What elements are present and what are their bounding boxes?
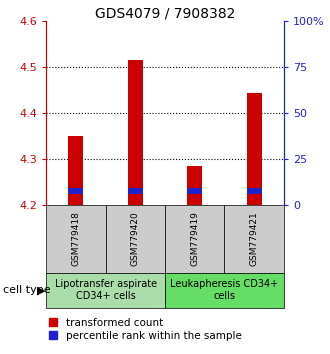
Bar [69, 188, 83, 194]
Text: Leukapheresis CD34+
cells: Leukapheresis CD34+ cells [170, 279, 279, 302]
Bar [128, 61, 143, 205]
Bar [128, 188, 143, 194]
Text: Lipotransfer aspirate
CD34+ cells: Lipotransfer aspirate CD34+ cells [54, 279, 157, 302]
Text: GSM779421: GSM779421 [249, 212, 259, 266]
Bar [247, 188, 262, 194]
Legend: transformed count, percentile rank within the sample: transformed count, percentile rank withi… [45, 314, 246, 345]
Bar [187, 166, 202, 205]
Text: cell type: cell type [3, 285, 51, 295]
Bar [69, 136, 83, 205]
Text: GSM779419: GSM779419 [190, 211, 199, 267]
Text: GSM779418: GSM779418 [71, 211, 81, 267]
Bar [187, 188, 202, 194]
Text: GSM779420: GSM779420 [131, 212, 140, 266]
Title: GDS4079 / 7908382: GDS4079 / 7908382 [95, 6, 235, 20]
Text: ▶: ▶ [37, 285, 46, 295]
Bar [247, 92, 262, 205]
